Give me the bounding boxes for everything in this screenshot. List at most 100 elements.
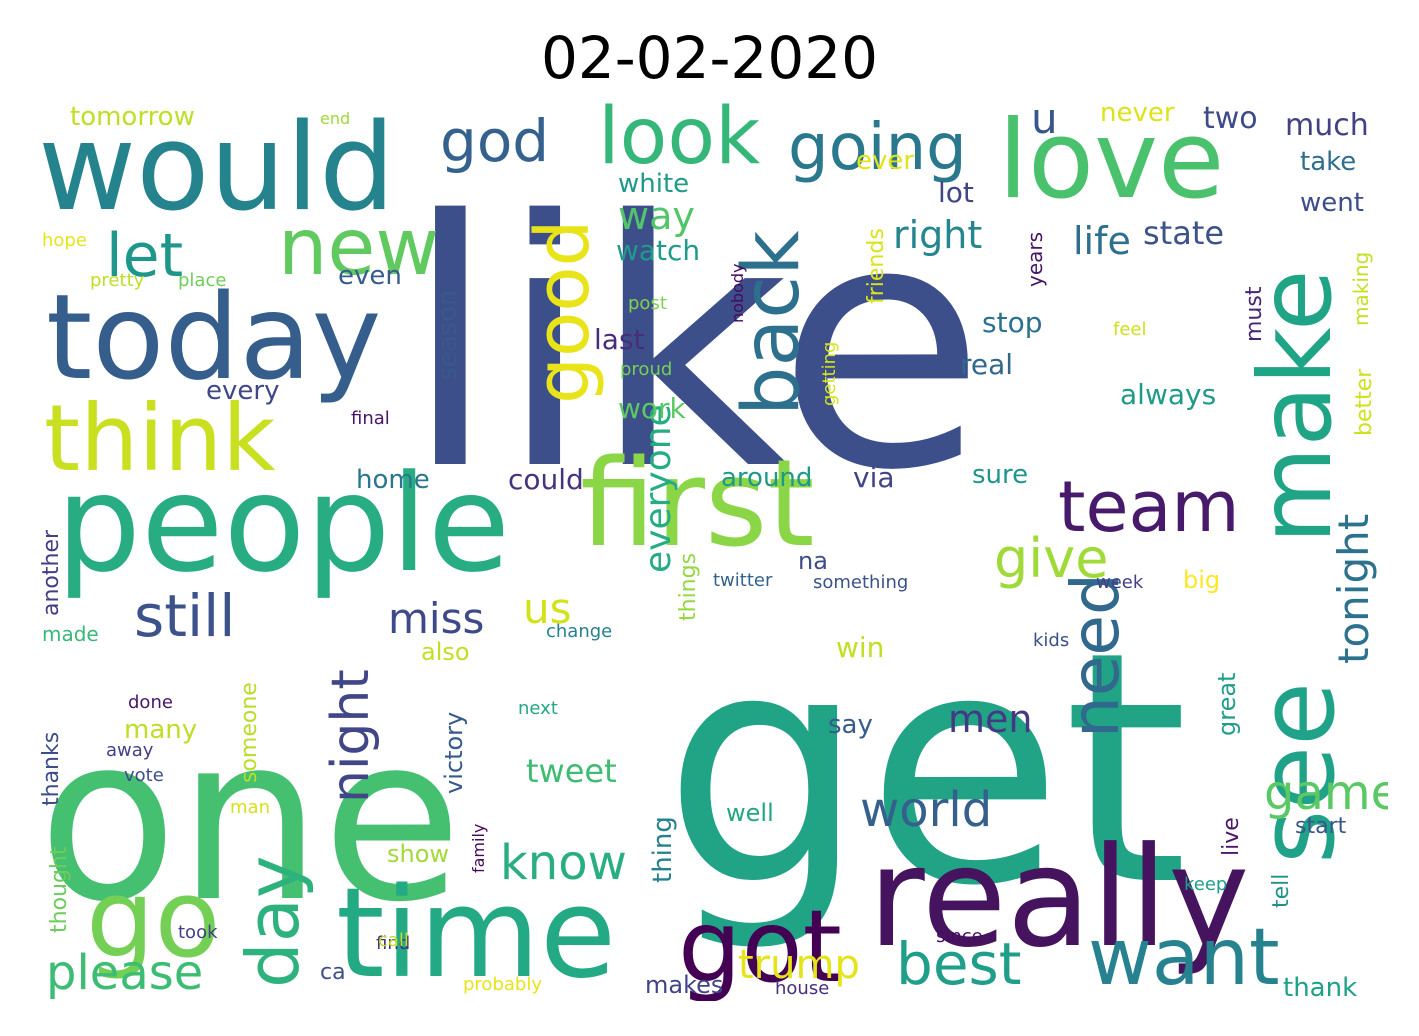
word-cloud: like get one people really time would today love… <box>38 96 1388 1001</box>
word-kids: kids <box>1033 630 1069 651</box>
word-men: men <box>948 697 1032 741</box>
word-work: work <box>618 392 687 425</box>
word-first: first <box>580 435 815 574</box>
word-probably: probably <box>463 974 542 995</box>
word-look: look <box>598 96 760 182</box>
word-us: us <box>523 584 572 633</box>
word-final: final <box>351 408 390 429</box>
word-went: went <box>1300 188 1364 218</box>
word-team: team <box>1058 466 1240 548</box>
word-go: go <box>86 857 221 982</box>
word-good: good <box>520 220 606 405</box>
word-new: new <box>278 203 439 293</box>
word-see: see <box>1236 682 1358 864</box>
word-always: always <box>1120 378 1216 411</box>
word-tell: tell <box>1269 874 1294 908</box>
word-right: right <box>893 213 982 257</box>
word-another: another <box>39 529 64 616</box>
word-someone: someone <box>237 682 262 783</box>
word-god: god <box>440 107 549 175</box>
word-life: life <box>1073 219 1131 263</box>
word-many: many <box>124 715 197 745</box>
word-watch: watch <box>616 234 700 267</box>
word-like: like <box>403 149 986 545</box>
word-away: away <box>106 740 154 761</box>
word-change: change <box>546 621 612 642</box>
word-hope: hope <box>42 230 87 251</box>
word-take: take <box>1300 147 1356 177</box>
word-one: one <box>38 686 462 952</box>
word-going: going <box>788 111 967 185</box>
word-via: via <box>853 461 895 494</box>
word-start: start <box>1295 814 1347 839</box>
word-know: know <box>500 835 627 891</box>
word-win: win <box>836 631 884 664</box>
word-miss: miss <box>388 594 484 643</box>
word-next: next <box>518 698 558 719</box>
word-let: let <box>106 221 183 291</box>
word-u: u <box>1031 96 1058 143</box>
word-thought: thought <box>47 846 72 933</box>
word-proud: proud <box>620 359 672 380</box>
word-thing: thing <box>648 816 678 883</box>
word-also: also <box>421 638 470 666</box>
word-even: even <box>338 261 402 291</box>
word-everyone: everyone <box>638 404 679 573</box>
word-friends: friends <box>864 228 889 304</box>
word-house: house <box>775 978 829 999</box>
word-really: really <box>868 817 1250 978</box>
word-took: took <box>178 922 218 943</box>
word-people: people <box>56 446 510 602</box>
word-need: need <box>1057 573 1134 738</box>
word-love: love <box>998 98 1224 223</box>
word-say: say <box>828 710 873 740</box>
word-something: something <box>813 572 908 593</box>
word-live: live <box>1219 817 1244 856</box>
word-big: big <box>1183 566 1220 594</box>
word-na: na <box>798 547 828 575</box>
word-would: would <box>38 99 395 238</box>
word-real: real <box>960 348 1013 381</box>
word-make: make <box>1237 269 1354 544</box>
word-got: got <box>678 888 842 1001</box>
word-place: place <box>178 270 226 291</box>
word-show: show <box>387 840 449 868</box>
word-end: end <box>320 109 350 128</box>
word-sure: sure <box>972 460 1028 490</box>
word-vote: vote <box>124 765 164 786</box>
word-two: two <box>1203 101 1258 136</box>
word-well: well <box>726 799 774 827</box>
word-think: think <box>44 385 276 492</box>
word-keep: keep <box>1184 874 1227 895</box>
word-tweet: tweet <box>526 752 617 790</box>
word-making: making <box>1349 252 1373 326</box>
page-title: 02-02-2020 <box>540 24 879 92</box>
word-family: family <box>469 824 488 873</box>
word-call: call <box>378 930 409 951</box>
word-tomorrow: tomorrow <box>70 102 195 132</box>
word-get: get <box>663 584 1188 956</box>
word-could: could <box>508 463 584 496</box>
word-never: never <box>1100 98 1175 128</box>
word-white: white <box>618 169 689 199</box>
word-feel: feel <box>1113 319 1147 340</box>
word-thank: thank <box>1283 973 1357 1001</box>
word-victory: victory <box>440 712 468 794</box>
word-day: day <box>231 856 315 988</box>
word-time: time <box>336 862 616 1001</box>
word-still: still <box>134 582 235 650</box>
word-great: great <box>1213 673 1241 736</box>
word-last: last <box>594 323 645 356</box>
word-makes: makes <box>645 971 723 999</box>
word-lot: lot <box>938 176 974 209</box>
word-ever: ever <box>856 146 914 176</box>
word-back: back <box>727 231 817 416</box>
word-give: give <box>994 527 1108 590</box>
word-must: must <box>1242 286 1267 342</box>
word-find: find <box>376 933 410 954</box>
word-please: please <box>46 945 203 1001</box>
word-man: man <box>230 797 270 818</box>
word-tonight: tonight <box>1329 514 1378 664</box>
word-nobody: nobody <box>728 264 747 324</box>
